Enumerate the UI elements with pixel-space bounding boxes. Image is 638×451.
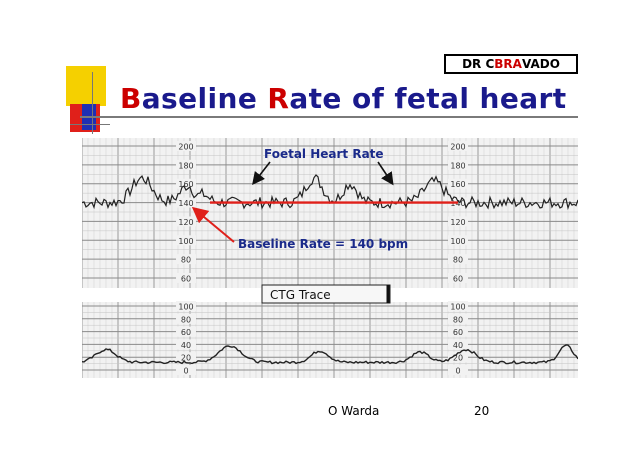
arrow-right — [377, 161, 394, 186]
fhr-scale-label: 60 — [181, 275, 191, 284]
scale-label-bg — [176, 141, 196, 151]
ctg-trace-figure: 2001801601401201008060100806040200200180… — [82, 138, 578, 378]
scale-label-bg — [176, 235, 196, 246]
scale-label-bg — [176, 197, 196, 208]
fhr-scale-label: 200 — [178, 143, 193, 152]
fhr-scale-label: 180 — [450, 161, 465, 170]
title-underline — [80, 116, 578, 118]
title-letter-r: R — [267, 82, 290, 115]
fhr-scale-label: 140 — [178, 199, 193, 208]
fhr-scale-label: 80 — [453, 256, 463, 265]
arrow-left — [252, 161, 271, 186]
uc-scale-label: 20 — [181, 354, 191, 363]
scale-label-bg — [448, 235, 468, 246]
fhr-scale-label: 60 — [453, 275, 463, 284]
uc-scale-label: 80 — [181, 315, 191, 324]
ctg-chart-title: Foetal Heart Rate — [264, 147, 384, 161]
title-letter-b: B — [120, 82, 142, 115]
title-part-2: ate of fetal heart — [289, 82, 567, 115]
scale-label-bg — [176, 352, 196, 363]
author-box: DR C BRA VADO — [444, 54, 578, 74]
author-prefix: DR C — [462, 57, 495, 71]
fhr-scale-label: 80 — [181, 256, 191, 265]
scale-label-bg — [176, 301, 196, 311]
uc-scale-label: 60 — [453, 328, 463, 337]
scale-label-bg — [448, 254, 468, 265]
scale-label-bg — [448, 326, 468, 337]
fhr-scale-label: 100 — [178, 237, 193, 246]
uc-trace-line — [82, 344, 578, 365]
fhr-scale-label: 160 — [178, 180, 193, 189]
scale-label-bg — [176, 216, 196, 227]
scale-label-bg — [448, 313, 468, 324]
fhr-scale-label: 100 — [450, 237, 465, 246]
scale-label-bg — [448, 216, 468, 227]
slide-title: Baseline Rate of fetal heart — [120, 82, 567, 115]
fhr-scale-label: 200 — [450, 143, 465, 152]
scale-label-bg — [176, 365, 196, 375]
title-part-1: aseline — [141, 82, 268, 115]
scale-label-bg — [448, 352, 468, 363]
scale-label-bg — [448, 365, 468, 375]
scale-label-bg — [448, 273, 468, 283]
scale-labels: 2001801601401201008060100806040200200180… — [176, 141, 468, 376]
uc-scale-label: 40 — [181, 341, 191, 350]
scale-label-bg — [176, 339, 196, 350]
uc-grid — [82, 302, 578, 378]
baseline-rate-label: Baseline Rate = 140 bpm — [238, 237, 408, 251]
scale-label-bg — [176, 254, 196, 265]
decor-horizontal-line — [70, 124, 110, 125]
scale-label-bg — [448, 339, 468, 350]
scale-label-bg — [448, 141, 468, 151]
scale-label-bg — [176, 313, 196, 324]
ctg-trace-label: CTG Trace — [270, 288, 331, 302]
footer-author: O Warda — [328, 404, 380, 418]
scale-label-bg — [448, 301, 468, 311]
scale-label-bg — [448, 159, 468, 170]
uc-scale-label: 40 — [453, 341, 463, 350]
scale-label-bg — [448, 178, 468, 189]
scale-label-bg — [176, 159, 196, 170]
scale-label-bg — [176, 273, 196, 283]
uc-scale-label: 0 — [455, 367, 460, 376]
baseline-arrow — [191, 206, 235, 243]
uc-scale-label: 20 — [453, 354, 463, 363]
decor-square-yellow — [66, 66, 106, 106]
uc-scale-label: 80 — [453, 315, 463, 324]
scale-label-bg — [176, 178, 196, 189]
fhr-scale-label: 120 — [178, 218, 193, 227]
decor-vertical-line — [92, 72, 93, 134]
uc-scale-label: 100 — [178, 303, 193, 312]
author-suffix: VADO — [521, 57, 560, 71]
ctg-trace-box — [261, 284, 391, 304]
page-number: 20 — [474, 404, 490, 418]
uc-scale-label: 0 — [183, 367, 188, 376]
fhr-scale-label: 180 — [178, 161, 193, 170]
uc-scale-label: 60 — [181, 328, 191, 337]
fhr-scale-label: 160 — [450, 180, 465, 189]
scale-label-bg — [176, 326, 196, 337]
ctg-image: 200 180 160 140 120 100 80 60 100 80 60 40 20 0 200 180… — [82, 138, 578, 378]
fhr-scale-label: 120 — [450, 218, 465, 227]
uc-scale-label: 100 — [450, 303, 465, 312]
author-highlight: BRA — [494, 57, 522, 71]
